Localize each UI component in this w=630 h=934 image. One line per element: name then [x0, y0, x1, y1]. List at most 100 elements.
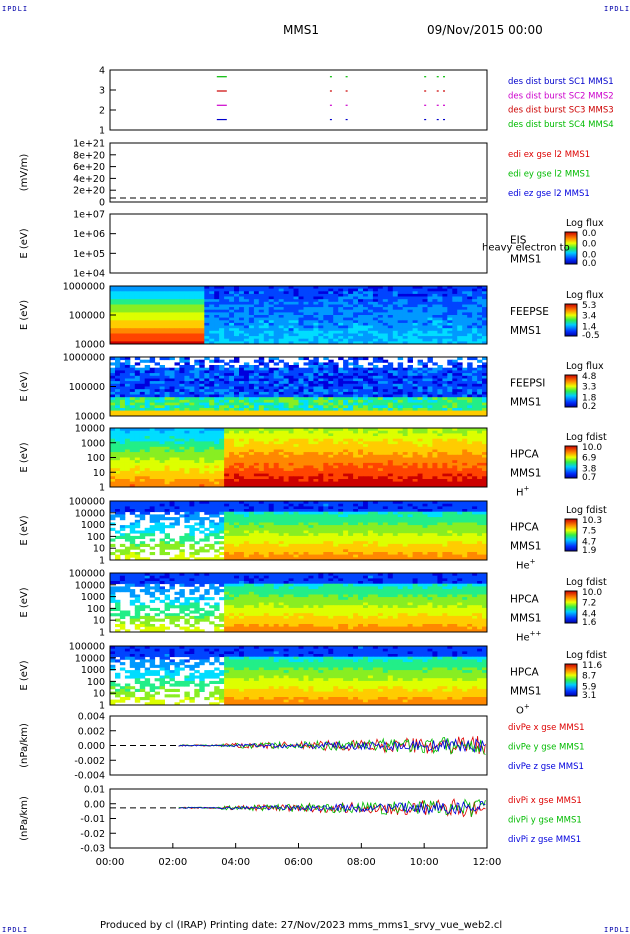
spectrogram-cell — [214, 441, 220, 445]
spectrogram-cell — [462, 309, 468, 313]
spectrogram-cell — [149, 436, 156, 440]
spectrogram-cell — [229, 397, 235, 401]
spectrogram-cell — [174, 322, 180, 326]
spectrogram-cell — [283, 293, 289, 297]
spectrogram-cell — [184, 465, 190, 469]
spectrogram-cell — [377, 430, 384, 434]
spectrogram-cell — [338, 370, 344, 374]
spectrogram-cell — [209, 301, 215, 305]
spectrogram-cell — [338, 397, 344, 401]
spectrogram-cell — [338, 383, 344, 387]
spectrogram-cell — [338, 381, 344, 385]
spectrogram-cell — [124, 362, 131, 366]
spectrogram-cell — [407, 441, 413, 445]
spectrogram-cell — [214, 370, 220, 374]
spectrogram-cell — [214, 413, 220, 417]
spectrogram-cell — [298, 375, 304, 379]
spectrogram-cell — [199, 389, 205, 393]
spectrogram-cell — [139, 315, 146, 318]
spectrogram-cell — [139, 460, 146, 464]
spectrogram-cell — [268, 391, 275, 395]
spectrogram-cell — [407, 330, 413, 334]
spectrogram-cell — [243, 330, 250, 334]
spectrogram-cell — [382, 430, 389, 434]
spectrogram-cell — [427, 397, 433, 401]
spectrogram-cell — [397, 286, 404, 289]
spectrogram-cell — [338, 389, 344, 393]
spectrogram-cell — [283, 341, 289, 345]
spectrogram-cell — [253, 470, 260, 474]
spectrogram-cell — [387, 304, 394, 308]
spectrogram-cell — [174, 438, 180, 442]
spectrogram-cell — [224, 322, 230, 326]
spectrogram-cell — [253, 410, 260, 414]
spectrogram-cell — [179, 438, 185, 442]
spectrogram-cell — [457, 484, 463, 488]
spectrogram-cell — [477, 299, 483, 303]
spectrogram-cell — [467, 309, 473, 313]
spectrogram-cell — [427, 446, 433, 450]
spectrogram-cell — [412, 301, 418, 305]
spectrogram-cell — [427, 338, 433, 342]
spectrogram-cell — [358, 479, 364, 483]
spectrogram-cell — [154, 473, 160, 477]
spectrogram-cell — [437, 410, 443, 414]
spectrogram-cell — [467, 452, 473, 456]
spectrogram-cell — [204, 441, 210, 445]
spectrogram-cell — [110, 410, 116, 414]
spectrogram-cell — [214, 430, 220, 434]
spectrogram-cell — [472, 389, 478, 393]
spectrogram-cell — [224, 460, 230, 464]
spectrogram-cell — [229, 449, 235, 453]
spectrogram-cell — [293, 430, 299, 434]
spectrogram-cell — [115, 454, 121, 458]
spectrogram-cell — [149, 293, 156, 297]
spectrogram-cell — [472, 357, 478, 361]
spectrogram-cell — [199, 320, 205, 324]
spectrogram-cell — [387, 315, 394, 318]
spectrogram-cell — [447, 457, 453, 461]
spectrogram-cell — [278, 322, 285, 326]
spectrogram-cell — [367, 397, 374, 401]
spectrogram-cell — [179, 454, 185, 458]
spectrogram-cell — [194, 402, 200, 406]
spectrogram-cell — [134, 389, 141, 393]
spectrogram-cell — [115, 476, 121, 480]
spectrogram-cell — [358, 307, 364, 311]
spectrogram-cell — [124, 312, 131, 316]
spectrogram-cell — [164, 481, 170, 485]
spectrogram-cell — [293, 307, 299, 311]
spectrogram-cell — [452, 362, 458, 366]
spectrogram-cell — [283, 386, 289, 390]
spectrogram-cell — [392, 370, 399, 374]
spectrogram-cell — [427, 484, 433, 488]
spectrogram-cell — [452, 391, 458, 395]
spectrogram-cell — [482, 367, 488, 371]
spectrogram-cell — [377, 367, 384, 371]
spectrogram-cell — [363, 317, 369, 321]
spectrogram-cell — [224, 383, 230, 387]
spectrogram-cell — [367, 370, 374, 374]
spectrogram-cell — [308, 325, 314, 329]
spectrogram-cell — [110, 476, 116, 480]
spectrogram-cell — [169, 325, 175, 329]
spectrogram-cell — [407, 381, 413, 385]
spectrogram-cell — [348, 383, 354, 387]
spectrogram-cell — [367, 433, 374, 437]
spectrogram-cell — [219, 293, 225, 297]
spectrogram-cell — [482, 301, 488, 305]
spectrogram-cell — [154, 405, 160, 409]
spectrogram-cell — [248, 397, 255, 401]
spectrogram-cell — [382, 291, 389, 295]
spectrogram-cell — [467, 301, 473, 305]
spectrogram-cell — [402, 383, 409, 387]
spectrogram-cell — [367, 436, 374, 440]
spectrogram-cell — [353, 408, 359, 412]
spectrogram-cell — [472, 441, 478, 445]
spectrogram-cell — [159, 408, 165, 412]
spectrogram-cell — [144, 328, 151, 332]
spectrogram-cell — [323, 402, 329, 406]
spectrogram-cell — [119, 454, 126, 458]
spectrogram-cell — [179, 479, 185, 483]
spectrogram-cell — [333, 288, 339, 292]
